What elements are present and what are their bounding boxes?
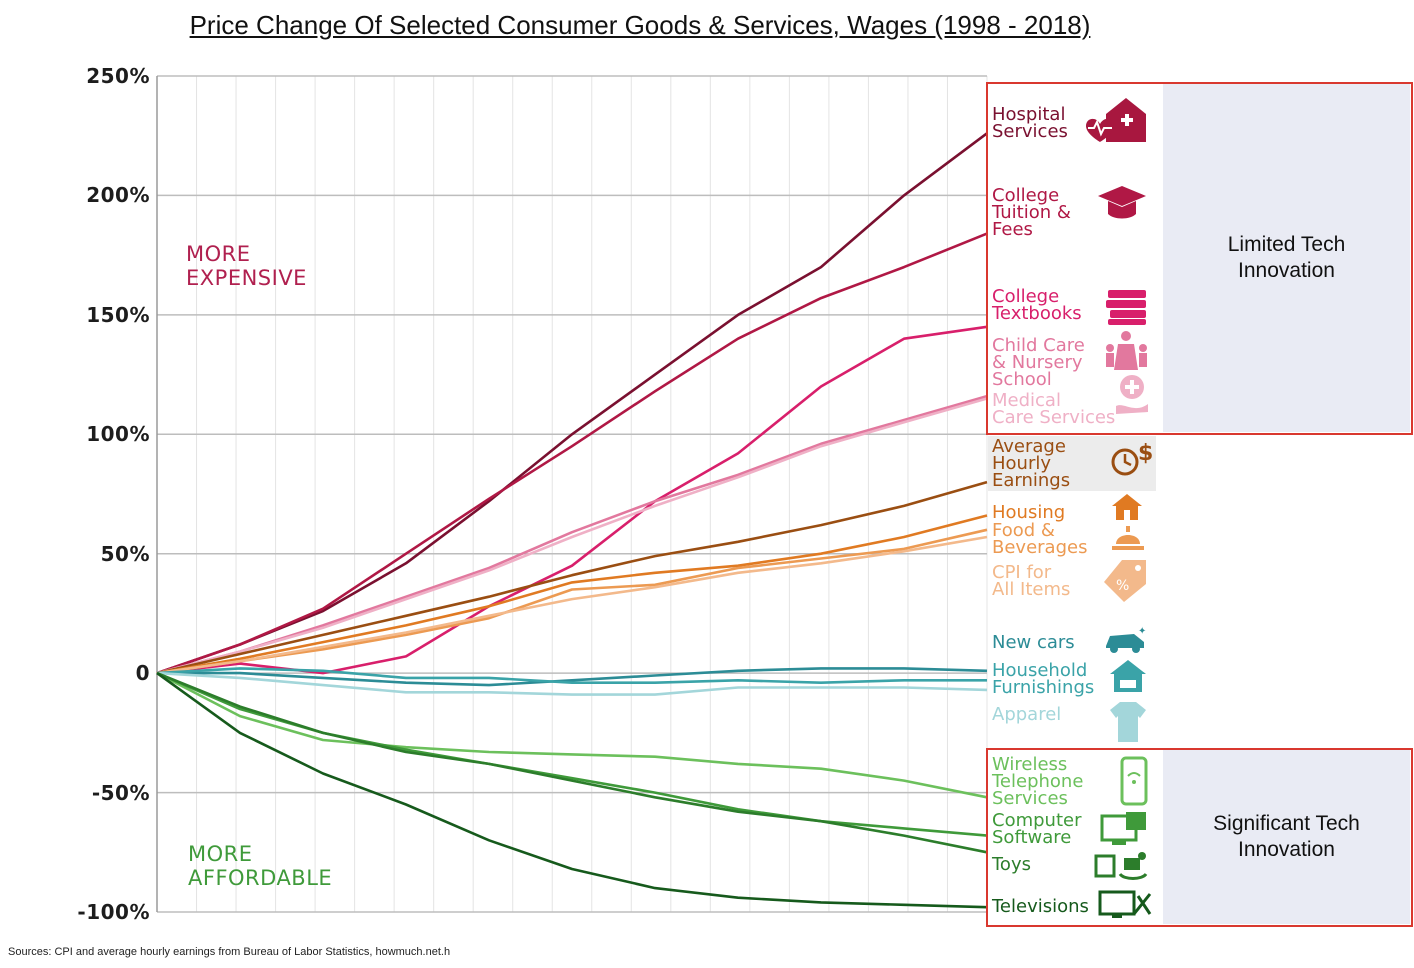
legend-label-toys: Toys <box>992 854 1031 875</box>
legend-label-medical-care-services: Medical Care Services <box>992 390 1116 428</box>
legend-label-household-furnishings: Household Furnishings <box>992 660 1095 698</box>
legend-label-hospital-services: Hospital Services <box>992 104 1068 142</box>
y-tick-label: 250% <box>86 64 150 88</box>
series-line-wireless-telephone-services <box>156 671 988 799</box>
chart-title: Price Change Of Selected Consumer Goods … <box>189 10 1091 40</box>
mobile-phone-icon <box>1120 756 1148 806</box>
series-line-toys <box>156 671 988 854</box>
toys-icon <box>1094 852 1148 880</box>
y-tick-label: 50% <box>100 541 150 566</box>
legend-label-average-hourly-earnings: Average Hourly Earnings <box>992 436 1071 491</box>
source-note: Sources: CPI and average hourly earnings… <box>8 946 451 958</box>
more-expensive-label: MORE EXPENSIVE <box>186 242 307 290</box>
television-icon <box>1098 890 1152 918</box>
legend-label-college-tuition-fees: College Tuition & Fees <box>992 185 1071 240</box>
significant-tech-box <box>986 748 1413 927</box>
clock-dollar-icon: $ <box>1111 441 1153 476</box>
limited-tech-label: Limited Tech Innovation <box>1163 84 1410 432</box>
series-line-food-beverages <box>156 528 988 675</box>
price-tag-icon: % <box>1104 560 1146 602</box>
car-icon: ✦ <box>1106 626 1146 653</box>
series-line-household-furnishings <box>156 667 987 685</box>
legend-label-wireless-telephone-services: Wireless Telephone Services <box>992 754 1084 809</box>
limited-tech-box <box>986 82 1413 435</box>
legend-label-college-textbooks: College Textbooks <box>992 286 1082 324</box>
series-line-cpi-for-all-items <box>156 535 988 675</box>
series-line-computer-software <box>156 671 988 837</box>
series-line-child-care-nursery-school <box>156 394 988 675</box>
series-line-college-textbooks <box>156 325 988 675</box>
legend-label-cpi-for-all-items: CPI for All Items <box>992 562 1071 600</box>
y-tick-label: -50% <box>91 780 150 805</box>
series-line-apparel <box>156 671 988 696</box>
legend-label-food-beverages: Food & Beverages <box>992 520 1088 558</box>
family-icon <box>1106 331 1147 370</box>
y-tick-label: 0 <box>135 661 150 686</box>
svg-text:✦: ✦ <box>1138 626 1146 637</box>
y-tick-label: 200% <box>86 183 150 208</box>
food-icon <box>1112 526 1144 550</box>
legend-label-housing: Housing <box>992 502 1066 523</box>
legend-label-televisions: Televisions <box>992 896 1089 917</box>
medical-care-icon <box>1116 375 1148 414</box>
legend-label-new-cars: New cars <box>992 632 1075 653</box>
legend-label-computer-software: Computer Software <box>992 810 1082 848</box>
series-line-hospital-services <box>156 132 988 675</box>
house-icon <box>1112 494 1142 520</box>
computer-icon <box>1100 812 1146 845</box>
y-tick-label: 100% <box>86 422 150 447</box>
series-line-housing <box>156 514 988 675</box>
significant-tech-label: Significant Tech Innovation <box>1163 750 1410 924</box>
furnished-house-icon <box>1110 660 1146 692</box>
series-line-average-hourly-earnings <box>156 480 988 675</box>
shirt-icon <box>1110 702 1146 742</box>
books-icon <box>1106 290 1146 325</box>
series-line-college-tuition-fees <box>156 232 988 675</box>
legend-label-child-care-nursery-school: Child Care & Nursery School <box>992 335 1085 390</box>
legend-label-apparel: Apparel <box>992 704 1062 725</box>
series-line-new-cars <box>157 667 988 687</box>
y-tick-label: 150% <box>86 302 150 327</box>
y-tick-label: -100% <box>77 900 150 924</box>
svg-text:$: $ <box>1138 441 1153 466</box>
more-affordable-label: MORE AFFORDABLE <box>188 842 333 890</box>
graduation-cap-icon <box>1098 186 1146 219</box>
hospital-icon <box>1086 98 1146 142</box>
svg-text:%: % <box>1116 578 1129 594</box>
series-line-medical-care-services <box>156 397 988 675</box>
grid <box>156 75 988 913</box>
